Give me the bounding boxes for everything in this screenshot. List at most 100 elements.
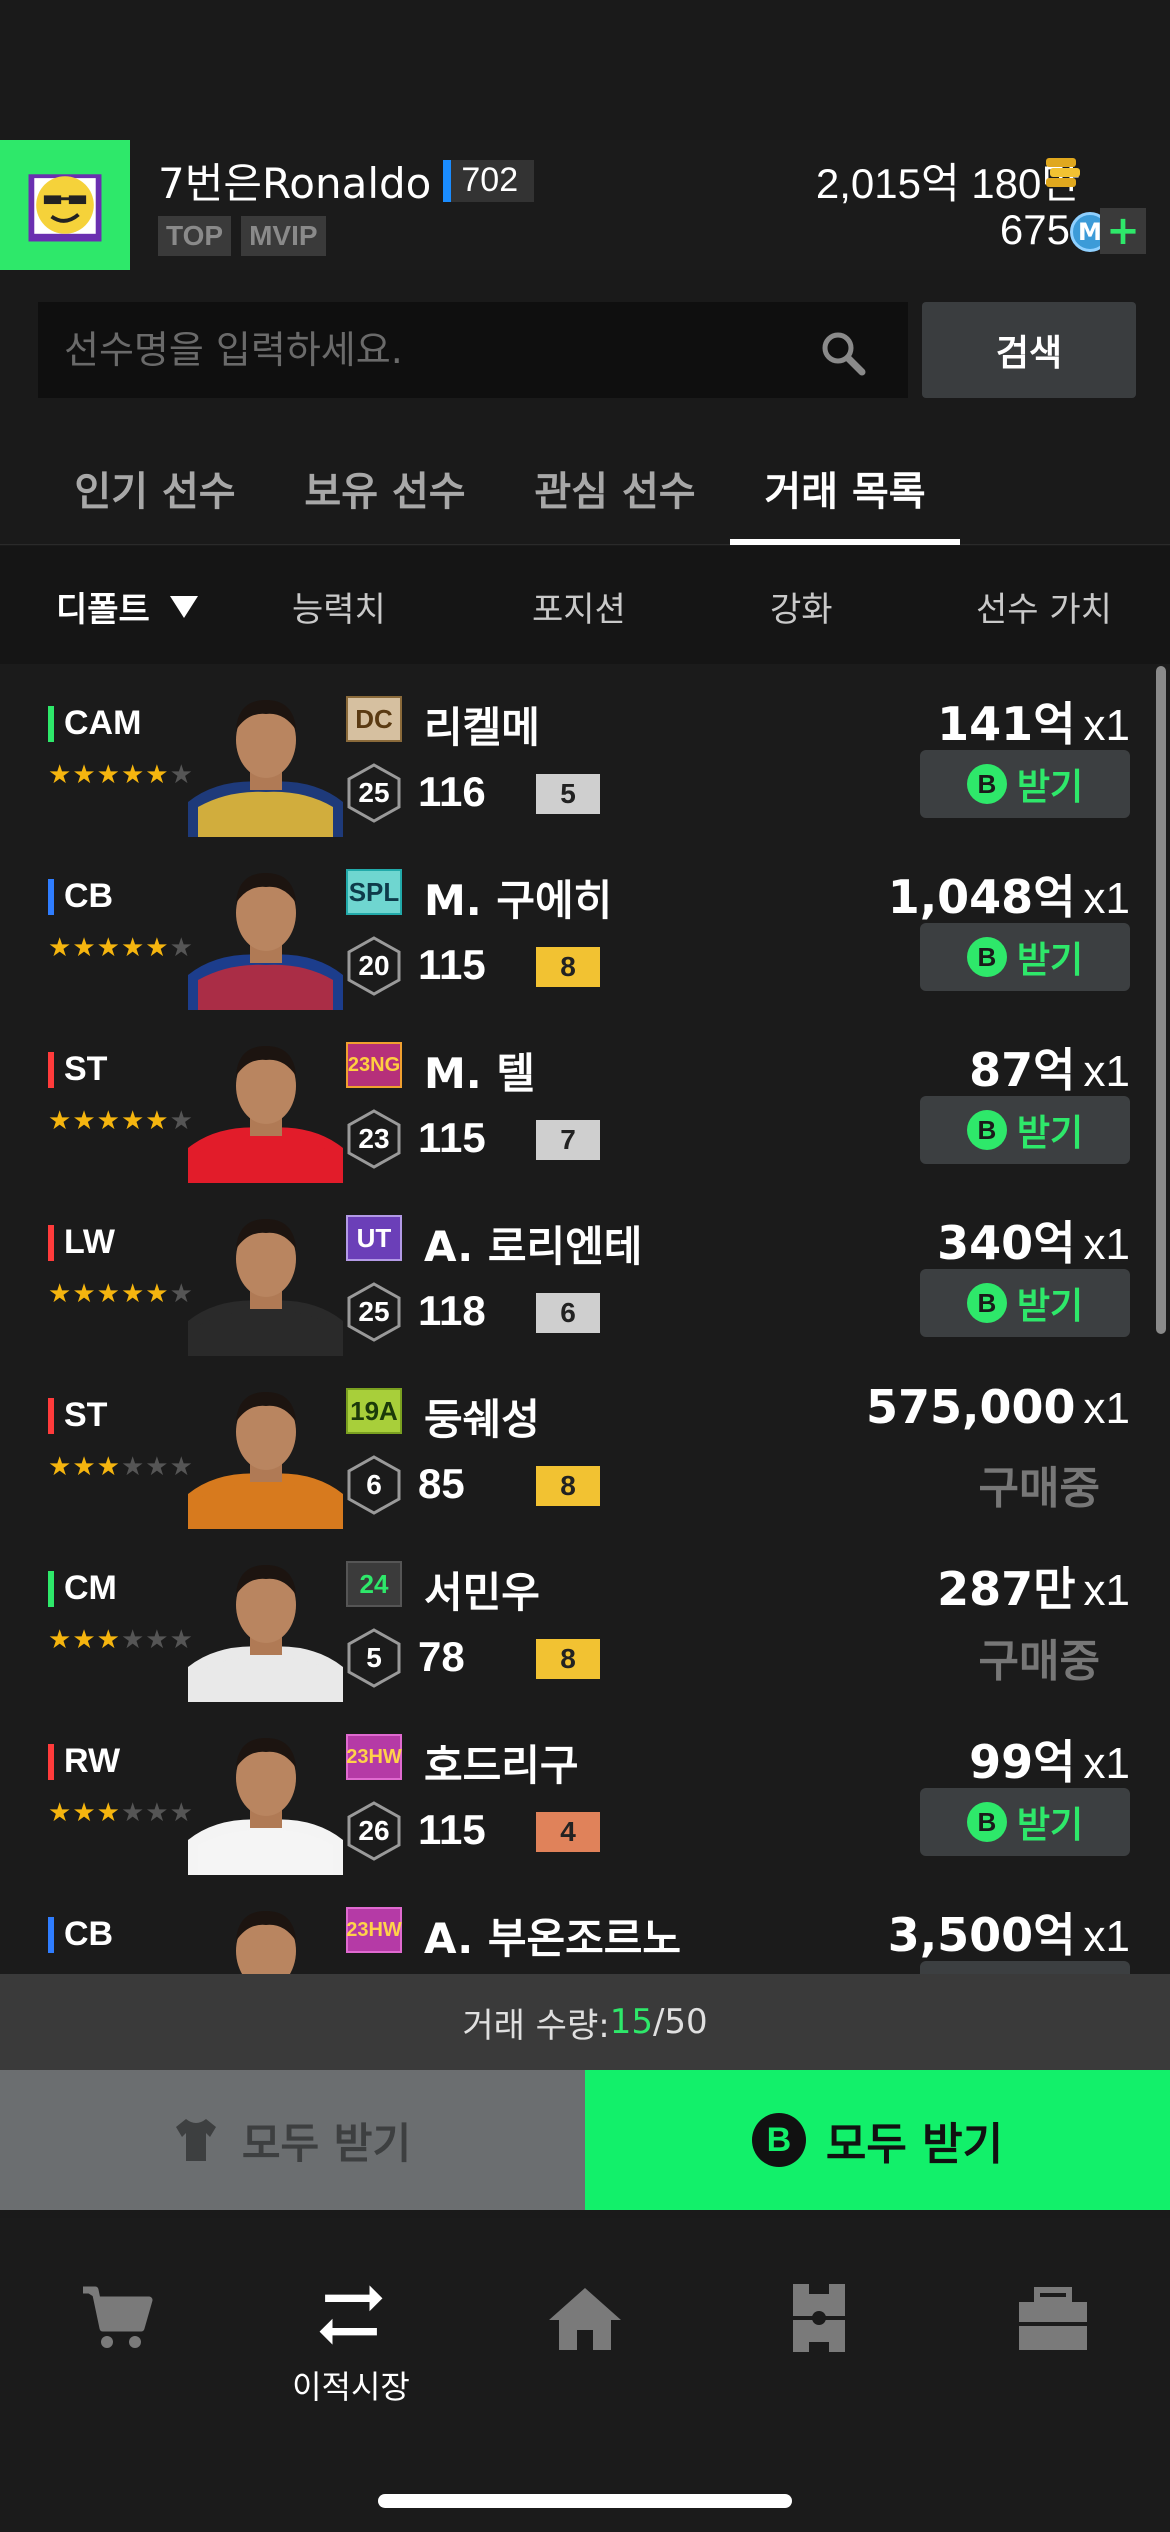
grade-value: 5 <box>366 1642 382 1673</box>
nav-home[interactable] <box>468 2278 702 2408</box>
player-name: M. 구에히 <box>424 876 613 925</box>
dropdown-triangle-icon <box>169 595 198 618</box>
list-scrollbar[interactable] <box>1156 666 1166 1334</box>
trade-row[interactable]: RW ★★★★★★ 23HW 호드리구 26 115 4 99억 x1 B 받기 <box>0 1702 1150 1875</box>
grade-hexagon-icon <box>347 1455 401 1515</box>
price-value: 141억 <box>937 697 1076 751</box>
receive-all-bp-label: 모두 받기 <box>825 2119 1004 2170</box>
top-badge: TOP <box>158 216 232 256</box>
season-badge: DC <box>346 696 402 742</box>
position-color-bar <box>48 1570 54 1607</box>
home-indicator[interactable] <box>378 2494 792 2508</box>
star-icon: ★ <box>97 1971 121 1974</box>
tab-popular[interactable]: 인기 선수 <box>74 468 236 515</box>
tab-trade-list[interactable]: 거래 목록 <box>730 430 960 545</box>
star-icon: ★ <box>48 1625 73 1655</box>
player-name: 둥쉐성 <box>424 1395 540 1444</box>
bp-icon: B <box>966 764 1007 804</box>
search-button[interactable]: 검색 <box>922 302 1136 398</box>
avatar[interactable] <box>0 140 130 270</box>
position-label: ST <box>48 1396 107 1435</box>
player-name: M. 텔 <box>424 1049 536 1098</box>
grade-value: 25 <box>358 1296 390 1327</box>
grade-hexagon-icon <box>347 936 401 996</box>
sort-position[interactable]: 포지션 <box>532 590 626 630</box>
trade-row[interactable]: CM ★★★★★★ 24 서민우 5 78 8 287만 x1 구매중 <box>0 1529 1150 1702</box>
bp-icon: B <box>966 1283 1007 1323</box>
tab-owned[interactable]: 보유 선수 <box>304 468 466 515</box>
trade-row[interactable]: CB ★★★★★★ SPL M. 구에히 20 115 8 1,048억 x1 B… <box>0 837 1150 1010</box>
star-icon: ★ <box>48 933 73 963</box>
receive-label: 받기 <box>1016 767 1084 808</box>
grade-value-wrap: 20 <box>346 935 402 997</box>
player-photo <box>188 1565 343 1702</box>
nav-squad[interactable] <box>702 2278 936 2408</box>
star-icon: ★ <box>169 933 194 963</box>
position-color-bar <box>48 1916 54 1953</box>
tab-watchlist[interactable]: 관심 선수 <box>534 468 696 515</box>
star-icon: ★ <box>72 1452 97 1482</box>
trade-count-bar: 거래 수량: 15 /50 <box>0 1974 1170 2070</box>
receive-label: 받기 <box>1016 1805 1084 1846</box>
position-text: CB <box>64 877 114 915</box>
trade-row[interactable]: CAM ★★★★★★ DC 리켈메 25 116 5 141억 x1 B 받기 <box>0 664 1150 837</box>
position-text: ST <box>64 1050 108 1088</box>
receive-button[interactable]: B 받기 <box>920 1096 1130 1164</box>
star-icon: ★ <box>120 933 146 963</box>
sort-enhance[interactable]: 강화 <box>770 590 833 630</box>
star-icon: ★ <box>120 1452 146 1482</box>
charge-plus-button[interactable]: + <box>1100 208 1146 254</box>
search-input[interactable] <box>38 302 908 398</box>
receive-label: 받기 <box>1016 1286 1084 1327</box>
sort-value[interactable]: 선수 가치 <box>976 590 1112 630</box>
buying-status: 구매중 <box>978 1636 1100 1687</box>
receive-button[interactable]: B 받기 <box>920 1961 1130 1974</box>
player-photo <box>236 1911 296 1974</box>
star-icon: ★ <box>169 1279 194 1309</box>
trade-row[interactable]: LW ★★★★★★ UT A. 로리엔테 25 118 6 340억 x1 B 받… <box>0 1183 1150 1356</box>
star-icon: ★ <box>48 760 73 790</box>
quantity: x1 <box>1083 1739 1130 1788</box>
position-text: RW <box>64 1742 121 1780</box>
nav-storage[interactable] <box>936 2278 1170 2408</box>
squad-icon <box>793 2284 845 2352</box>
position-text: CB <box>64 1915 114 1953</box>
price-value: 340억 <box>937 1216 1076 1270</box>
grade-value-wrap: 23 <box>346 1108 402 1170</box>
grade-value: 23 <box>358 1123 390 1154</box>
receive-button[interactable]: B 받기 <box>920 923 1130 991</box>
trade-row[interactable]: ST ★★★★★★ 19A 둥쉐성 6 85 8 575,000 x1 구매중 <box>0 1356 1150 1529</box>
emoji-avatar-icon <box>28 174 102 242</box>
receive-button[interactable]: B 받기 <box>920 750 1130 818</box>
position-label: CB <box>48 877 113 916</box>
nav-transfer-market[interactable]: 이적시장 <box>234 2278 468 2408</box>
player-photo <box>188 1392 343 1529</box>
receive-button[interactable]: B 받기 <box>920 1269 1130 1337</box>
grade-value: 25 <box>358 777 390 808</box>
position-text: ST <box>64 1396 108 1434</box>
sort-default-dropdown[interactable]: 디폴트 <box>56 582 198 631</box>
receive-all-bp-button[interactable]: B 모두 받기 <box>585 2070 1170 2210</box>
receive-all-players-button[interactable]: 모두 받기 <box>0 2070 585 2210</box>
star-icon: ★ <box>121 1971 145 1974</box>
trade-list[interactable]: CAM ★★★★★★ DC 리켈메 25 116 5 141억 x1 B 받기 C… <box>0 664 1170 1974</box>
bottom-navigation: 이적시장 <box>0 2218 1170 2532</box>
trade-row[interactable]: ST ★★★★★★ 23NG M. 텔 23 115 7 87억 x1 B 받기 <box>0 1010 1150 1183</box>
star-icon: ★ <box>120 1106 146 1136</box>
position-label: CB <box>48 1915 113 1954</box>
search-icon[interactable] <box>818 328 868 378</box>
player-photo <box>188 1738 343 1875</box>
grade-hexagon-icon <box>347 1282 401 1342</box>
star-rating: ★★★★★★ <box>48 760 194 790</box>
star-icon: ★ <box>145 760 170 790</box>
star-icon: ★ <box>96 760 121 790</box>
receive-button[interactable]: B 받기 <box>920 1788 1130 1856</box>
receive-label: 받기 <box>1016 940 1084 981</box>
star-icon: ★ <box>72 933 97 963</box>
nav-shop[interactable] <box>0 2278 234 2408</box>
bp-icon: B <box>966 1802 1007 1842</box>
quantity: x1 <box>1083 874 1130 923</box>
star-icon: ★ <box>72 1798 97 1828</box>
sort-ability[interactable]: 능력치 <box>292 590 386 630</box>
